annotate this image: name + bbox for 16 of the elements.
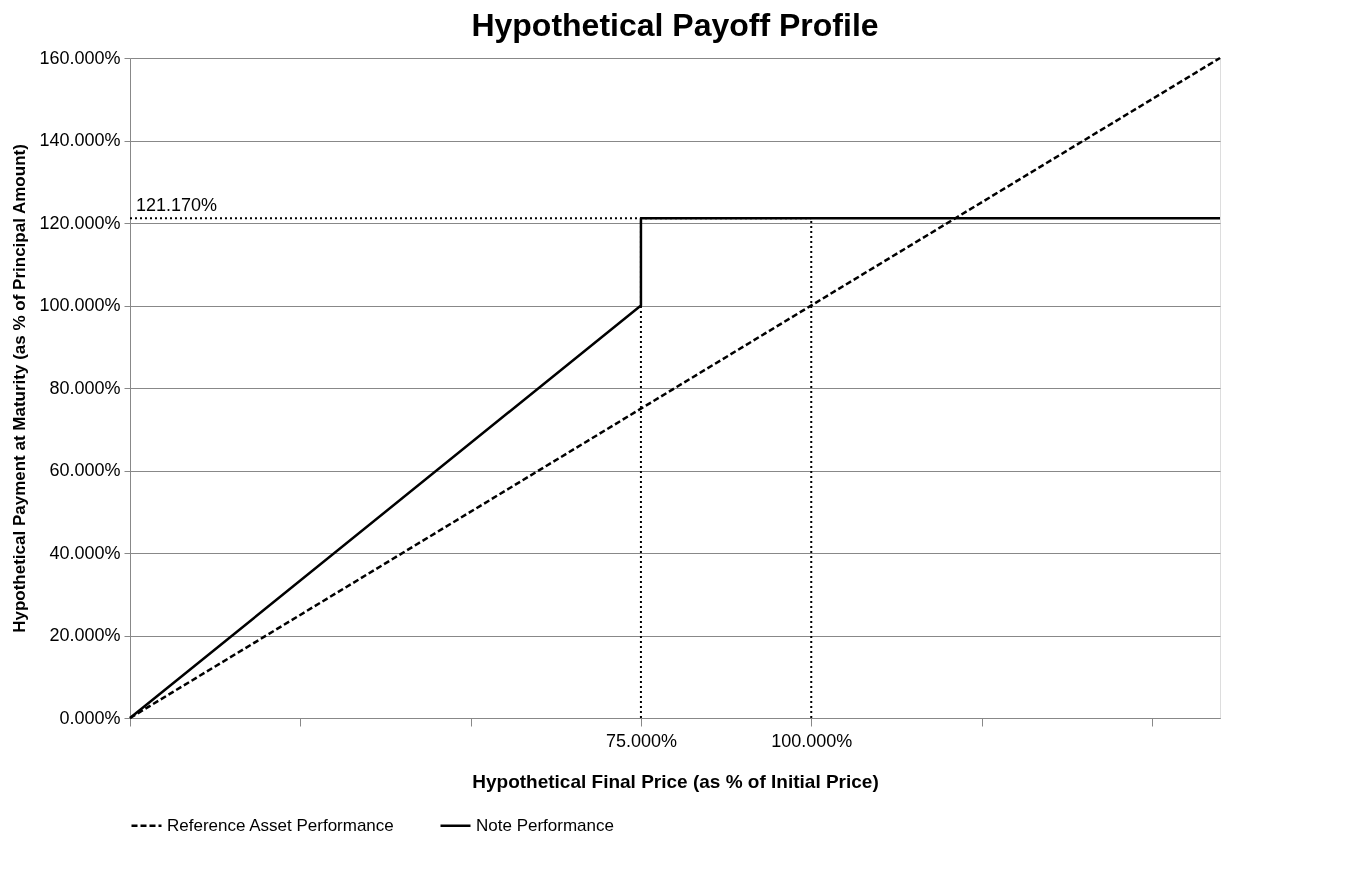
legend-label: Reference Asset Performance <box>167 815 394 835</box>
y-tick-label: 160.000% <box>39 47 121 68</box>
legend-label: Note Performance <box>476 815 614 835</box>
y-tick-label: 140.000% <box>39 130 121 150</box>
y-tick-label: 120.000% <box>39 212 121 233</box>
y-tick-label: 20.000% <box>49 625 121 645</box>
y-tick-label: 60.000% <box>49 460 121 480</box>
y-axis-title: Hypothetical Payment at Maturity (as % of Principal Amount) <box>10 144 30 633</box>
y-tick-label: 100.000% <box>39 295 121 315</box>
chart-title: Hypothetical Payoff Profile <box>471 7 879 43</box>
y-tick-label: 40.000% <box>49 542 121 563</box>
x-axis-title: Hypothetical Final Price (as % of Initial Price) <box>472 770 879 792</box>
y-tick-label: 0.000% <box>59 707 121 728</box>
x-tick-label: 75.000% <box>605 730 677 751</box>
y-tick-label: 80.000% <box>49 377 121 398</box>
ref-line-label: 121.170% <box>136 195 218 216</box>
